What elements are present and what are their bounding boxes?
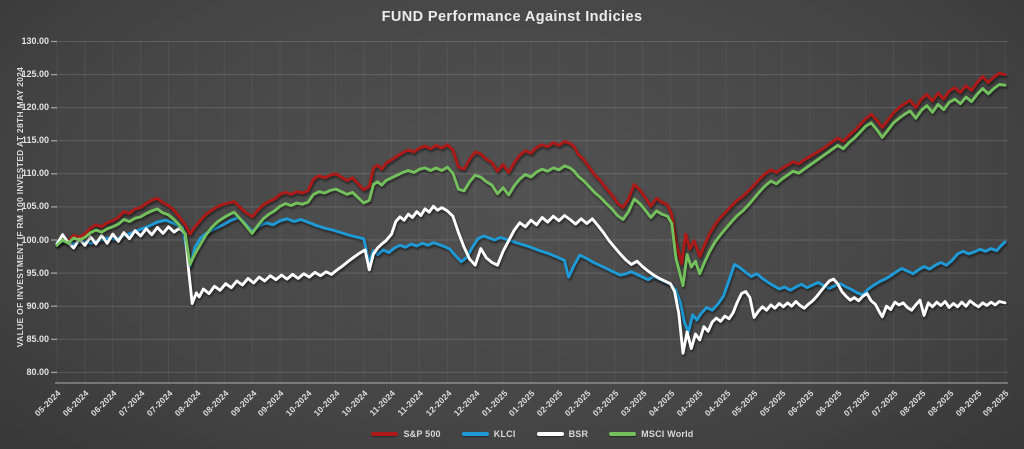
y-tick-label: 90.00: [26, 300, 49, 311]
legend-line-swatch: [461, 432, 489, 436]
y-tick-label: 120.00: [21, 102, 49, 113]
legend-line-swatch: [536, 432, 564, 436]
y-tick-label: 110.00: [21, 168, 49, 179]
legend-line-swatch: [371, 432, 399, 436]
y-tick-label: 95.00: [26, 267, 49, 278]
legend-item-s-p-500: S&P 500: [371, 429, 441, 439]
chart-legend: S&P 500 KLCI BSR MSCI World: [57, 426, 1008, 442]
y-tick-label: 100.00: [21, 234, 49, 245]
y-tick-label: 125.00: [21, 69, 49, 80]
legend-label: MSCI World: [641, 429, 694, 439]
series-line-bsr: [55, 204, 1007, 355]
legend-line-swatch: [609, 432, 637, 436]
y-tick-label: 85.00: [26, 333, 49, 344]
legend-label: KLCI: [493, 429, 516, 439]
legend-item-klci: KLCI: [461, 429, 516, 439]
legend-label: BSR: [568, 429, 589, 439]
y-tick-label: 80.00: [26, 366, 49, 377]
y-tick-label: 130.00: [21, 36, 49, 46]
chart-title: FUND Performance Against Indicies: [381, 9, 643, 25]
series-line-msci-world: [55, 83, 1007, 288]
legend-label: S&P 500: [403, 429, 441, 439]
legend-item-msci-world: MSCI World: [609, 429, 693, 439]
y-tick-label: 115.00: [21, 135, 49, 146]
y-tick-label: 105.00: [21, 201, 49, 212]
legend-item-bsr: BSR: [536, 429, 589, 439]
series-line-s-p-500: [55, 71, 1007, 266]
